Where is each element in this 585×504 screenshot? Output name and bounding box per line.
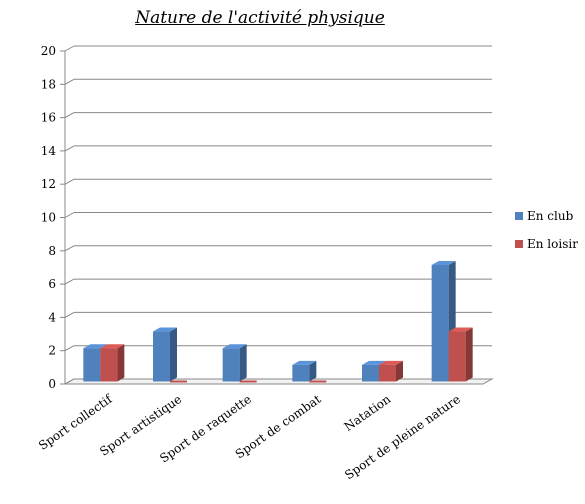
legend-item-en-club: En club xyxy=(515,209,574,223)
y-tick-label: 8 xyxy=(48,244,56,258)
legend-item-en-loisir: En loisir xyxy=(515,237,578,251)
bar-en-loisir-1 xyxy=(170,380,187,383)
gridline-depth xyxy=(64,78,75,85)
y-tick-label: 10 xyxy=(41,211,56,225)
bar-en-club-1 xyxy=(153,327,177,382)
gridline-depth xyxy=(64,212,75,218)
x-tick-label: Sport de pleine nature xyxy=(342,392,463,482)
gridline-depth xyxy=(64,45,75,52)
bar-en-loisir-5 xyxy=(448,327,473,382)
legend-swatch xyxy=(515,212,523,220)
gridline-depth xyxy=(64,345,75,352)
y-tick-label: 6 xyxy=(48,277,56,291)
bar-en-club-5 xyxy=(431,260,456,382)
legend-label: En loisir xyxy=(527,237,578,251)
gridline-depth xyxy=(64,145,75,152)
y-tick-label: 18 xyxy=(41,77,56,91)
y-tick-label: 16 xyxy=(41,111,56,125)
legend-swatch xyxy=(515,240,523,248)
chart-floor xyxy=(63,378,494,385)
bar-en-loisir-0 xyxy=(100,344,125,382)
bar-en-loisir-3 xyxy=(309,380,327,383)
bar-en-club-2 xyxy=(222,344,247,382)
gridline-depth xyxy=(64,311,75,318)
gridline-depth xyxy=(64,245,75,252)
y-tick-label: 0 xyxy=(48,377,56,391)
bar-en-club-3 xyxy=(292,360,317,382)
gridline-depth xyxy=(64,378,75,385)
legend-label: En club xyxy=(527,209,574,223)
gridline-depth xyxy=(64,178,75,185)
y-tick-label: 12 xyxy=(41,177,56,191)
chart-title: Nature de l'activité physique xyxy=(135,8,385,28)
gridline-depth xyxy=(64,278,75,285)
gridline-depth xyxy=(64,112,75,119)
y-tick-label: 2 xyxy=(48,344,56,358)
bar-en-loisir-4 xyxy=(379,360,403,382)
y-tick-label: 14 xyxy=(41,144,57,158)
y-tick-label: 4 xyxy=(48,310,56,324)
x-tick-label: Natation xyxy=(342,392,394,434)
y-tick-label: 20 xyxy=(41,44,56,58)
bar-en-loisir-2 xyxy=(239,380,257,383)
